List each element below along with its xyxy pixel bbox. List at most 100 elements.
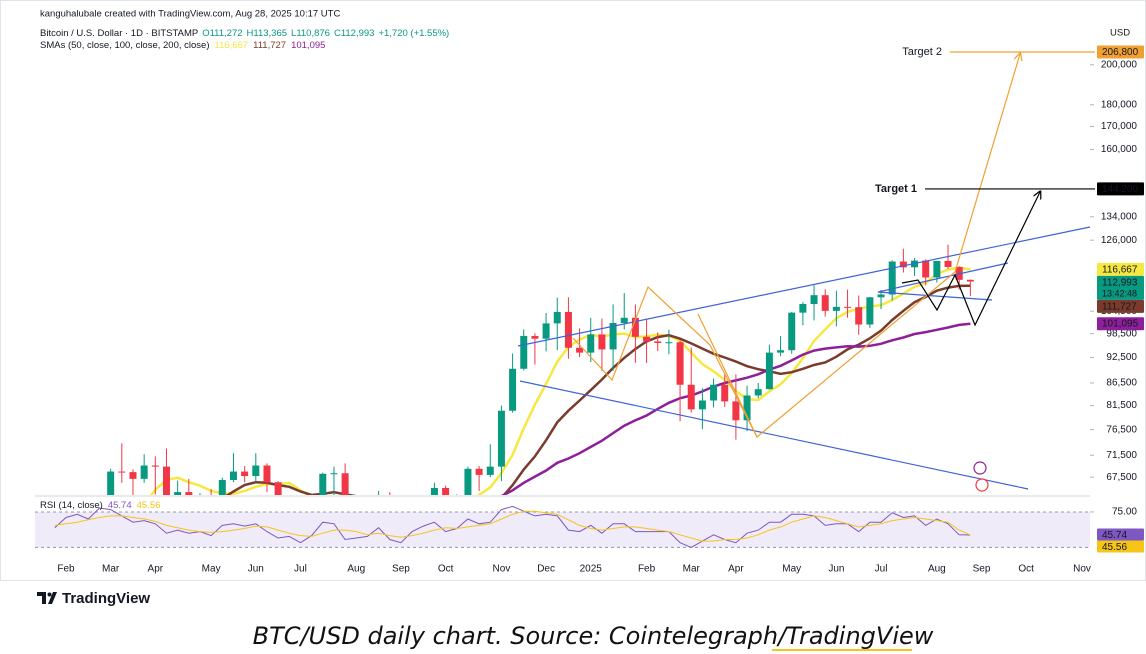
x-tick-label: May (202, 564, 221, 575)
candle-body (810, 295, 818, 304)
candle-body (51, 648, 58, 654)
ohlc-value: O111,272 (202, 28, 242, 39)
sma-line (500, 322, 971, 495)
sma-line (149, 266, 971, 495)
y-tick-label: 126,000 (1101, 235, 1138, 246)
tv-logo (37, 592, 57, 604)
price-label: 144,200 (1102, 184, 1139, 195)
candle-body (966, 279, 974, 282)
y-tick-label: 180,000 (1101, 99, 1138, 110)
candle-body (185, 492, 193, 495)
x-tick-label: Jul (294, 564, 307, 575)
y-tick-label: 98,500 (1106, 328, 1137, 339)
price-label: 111,727 (1102, 301, 1137, 312)
rsi-pane (35, 505, 1090, 548)
x-tick-label: Aug (347, 564, 365, 575)
candle-body (497, 410, 505, 467)
target2-arrow (954, 54, 1020, 273)
candle-body (107, 471, 115, 495)
rsi-tick-label: 75.00 (1112, 507, 1137, 518)
y-tick-label: 81,500 (1106, 400, 1137, 411)
candle-body (252, 465, 260, 477)
price-label-box (1097, 262, 1144, 276)
x-tick-label: May (782, 564, 801, 575)
candle-body (341, 473, 349, 495)
price-label: 101,095 (1102, 319, 1139, 330)
candle-body (665, 342, 673, 344)
candle-body (162, 466, 170, 495)
x-tick-label: Oct (438, 564, 454, 575)
event-icon (975, 478, 989, 492)
price-countdown: 13:42:48 (1102, 288, 1137, 298)
channel-upper (517, 226, 1091, 347)
ohlc-value: H113,365 (247, 28, 288, 39)
candle-body (598, 334, 606, 350)
candle-body (832, 306, 840, 311)
candle-body (844, 306, 852, 308)
wedge (877, 262, 1009, 301)
price-label-box (1097, 299, 1144, 313)
candle-body (609, 323, 617, 350)
candle-body (263, 465, 271, 483)
pattern-orange (572, 271, 956, 438)
candle-body (710, 384, 718, 401)
candle-body (687, 384, 695, 410)
candle-body (855, 307, 863, 325)
candle-body (631, 317, 639, 337)
logo-text: TradingView (62, 590, 150, 607)
y-tick-label: 92,500 (1106, 352, 1137, 363)
price-label-box (1097, 45, 1144, 59)
candle-body (799, 303, 807, 313)
candle-body (877, 294, 885, 298)
price-label: 116,667 (1102, 264, 1138, 275)
currency: USD (1110, 28, 1130, 39)
candle-body (442, 487, 450, 495)
price-label-box (1097, 317, 1144, 331)
rsi-line (54, 505, 971, 548)
candle-body (788, 312, 796, 351)
candle-body (520, 335, 528, 369)
y-tick-label: 71,500 (1106, 450, 1137, 461)
candle-body (765, 352, 773, 390)
candle-body (553, 311, 561, 324)
drawings (517, 54, 1091, 492)
rsi-legend: RSI (14, close) 45.74 45.56 (40, 500, 160, 511)
y-tick-label: 134,000 (1101, 211, 1138, 222)
x-tick-label: Feb (57, 564, 75, 575)
price-label: 45.56 (1102, 542, 1127, 553)
candle-body (821, 295, 829, 311)
y-tick-label: 67,500 (1106, 472, 1137, 483)
candle-body (229, 471, 237, 480)
candle-body (888, 261, 896, 295)
candle-body (531, 335, 539, 339)
pattern-orange-leg (697, 313, 758, 438)
x-tick-label: Jun (248, 564, 264, 575)
x-tick-label: Dec (537, 564, 555, 575)
candle-body (564, 311, 572, 348)
rsi-legend-value: 45.74 (108, 500, 132, 511)
candle-body (643, 336, 651, 342)
candle-body (654, 341, 662, 344)
ohlc-value: C112,993 (334, 28, 375, 39)
candle-body (330, 473, 338, 475)
x-tick-label: Feb (638, 564, 656, 575)
candle-body (151, 465, 159, 467)
candle-body (944, 260, 952, 268)
candle-body (698, 400, 706, 410)
candle-body (743, 395, 751, 421)
x-tick-label: Sep (392, 564, 410, 575)
x-tick-label: Mar (683, 564, 701, 575)
candle-body (620, 317, 628, 324)
x-tick-label: Jul (875, 564, 888, 575)
ohlc-value: L110,876 (291, 28, 330, 39)
candle-body (732, 401, 740, 421)
price-label-box (1097, 528, 1144, 541)
candle-body (676, 342, 684, 385)
y-tick-label: 76,500 (1106, 424, 1137, 435)
candle-body (576, 347, 584, 353)
x-tick-label: Sep (973, 564, 991, 575)
candle-body (241, 471, 249, 477)
caption: BTC/USD daily chart. Source: Cointelegra… (253, 622, 934, 650)
